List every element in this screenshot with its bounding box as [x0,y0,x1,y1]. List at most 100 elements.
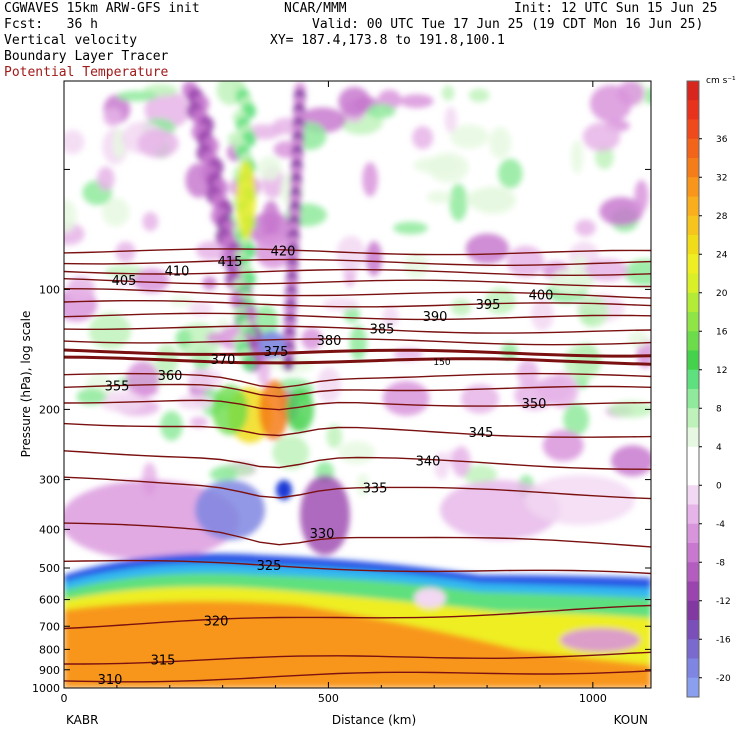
velocity-cell [468,88,490,103]
isentrope-label: 315 [151,654,176,669]
velocity-cell [115,241,136,263]
isentrope-label: 375 [264,345,289,360]
colorbar-label: 24 [716,250,728,260]
y-tick-label: 900 [39,664,60,677]
velocity-cell [209,466,238,482]
velocity-cell [426,191,452,204]
colorbar-frame [686,80,700,698]
velocity-cell [449,183,468,222]
isentrope-line [64,355,651,366]
pbl-max [64,601,651,688]
velocity-cell [272,435,310,470]
velocity-cell [177,394,215,410]
isentrope-label: 380 [317,334,342,349]
velocity-cell [189,416,208,428]
organization: NCAR/MMM [284,1,347,16]
velocity-cell [413,157,461,174]
y-tick-label: 600 [39,594,60,607]
colorbar-swatch [687,504,699,525]
colorbar-swatch [687,254,699,274]
velocity-cell [188,301,213,316]
isentropes [64,248,651,683]
colorbar-units: cm s⁻¹ [706,76,736,86]
isentrope-line [64,338,651,346]
colorbar-label: -20 [716,674,731,684]
velocity-cell [489,126,512,159]
isentrope-label: 410 [165,265,190,280]
velocity-cell [97,166,115,191]
init-time: Init: 12 UTC Sun 15 Jun 25 [514,1,718,16]
colorbar-swatch [687,81,699,101]
velocity-cell [550,268,592,295]
colorbar-swatch [687,292,699,313]
colorbar-swatch [687,215,699,236]
isentrope-line [64,422,651,438]
velocity-cell [195,480,265,540]
velocity-cell [542,429,584,462]
isentrope-line [64,399,651,411]
colorbar-swatch [687,312,699,332]
isentrope-line [64,670,651,683]
velocity-cell [365,241,383,277]
velocity-cell [212,385,248,435]
velocity-cell [257,156,282,181]
isentrope-line [64,248,651,256]
velocity-cell [64,480,240,560]
forecast-hour: Fcst: 36 h [4,17,98,32]
velocity-cell [444,106,457,133]
velocity-cell [142,212,159,232]
isentrope-line [64,651,651,665]
isentrope-label: 420 [271,245,296,260]
isentrope-label: 340 [416,454,441,469]
y-tick-label: 500 [39,562,60,575]
isentrope-line [64,604,651,630]
velocity-cell [572,255,588,269]
velocity-cell [116,90,158,102]
isentrope-line [64,278,651,288]
velocity-cell [627,330,649,348]
colorbar-swatch [687,523,699,544]
isentrope-line [64,383,651,398]
velocity-cell [465,233,509,264]
isentrope-label: 395 [476,298,501,313]
colorbar-swatch [687,177,699,197]
colorbar-label: 36 [716,135,728,145]
x-axis-label: Distance (km) [332,713,416,727]
velocity-cell [195,241,227,261]
velocity-cell [322,297,359,311]
colorbar-swatch [687,677,699,698]
x-tick-label: 1000 [579,692,607,705]
velocity-cell [414,588,446,608]
velocity-cell [88,312,132,350]
colorbar-swatch [687,196,699,217]
colorbar-label: 32 [716,173,727,183]
velocity-cell [206,332,224,344]
colorbar-swatch [687,235,699,255]
velocity-cell [336,235,366,273]
velocity-cell [610,445,651,477]
cross-section-coords: XY= 187.4,173.8 to 191.8,100.1 [270,33,505,48]
velocity-cell [560,628,640,652]
isentrope-label: 330 [310,527,335,542]
velocity-cell [286,388,314,432]
isentrope-line [64,559,651,575]
colorbar-swatch [687,562,699,582]
velocity-cell [300,475,350,555]
isentrope-line [64,288,651,299]
velocity-cell [634,179,649,212]
velocity-cell [338,441,376,464]
colorbar-swatch [687,620,699,640]
y-tick-label: 800 [39,643,60,656]
isentrope-label: 370 [211,353,236,368]
colorbar-swatch [687,658,699,679]
field-boundary-layer-tracer: Boundary Layer Tracer [4,49,169,64]
isentrope-label: 335 [363,481,388,496]
velocity-cell [582,122,621,152]
velocity-cell [362,162,378,197]
velocity-cell [623,259,651,286]
colorbar-swatch [687,543,699,563]
isentrope-label: 360 [158,369,183,384]
plot-frame [63,80,652,689]
colorbar-swatch [687,389,699,409]
